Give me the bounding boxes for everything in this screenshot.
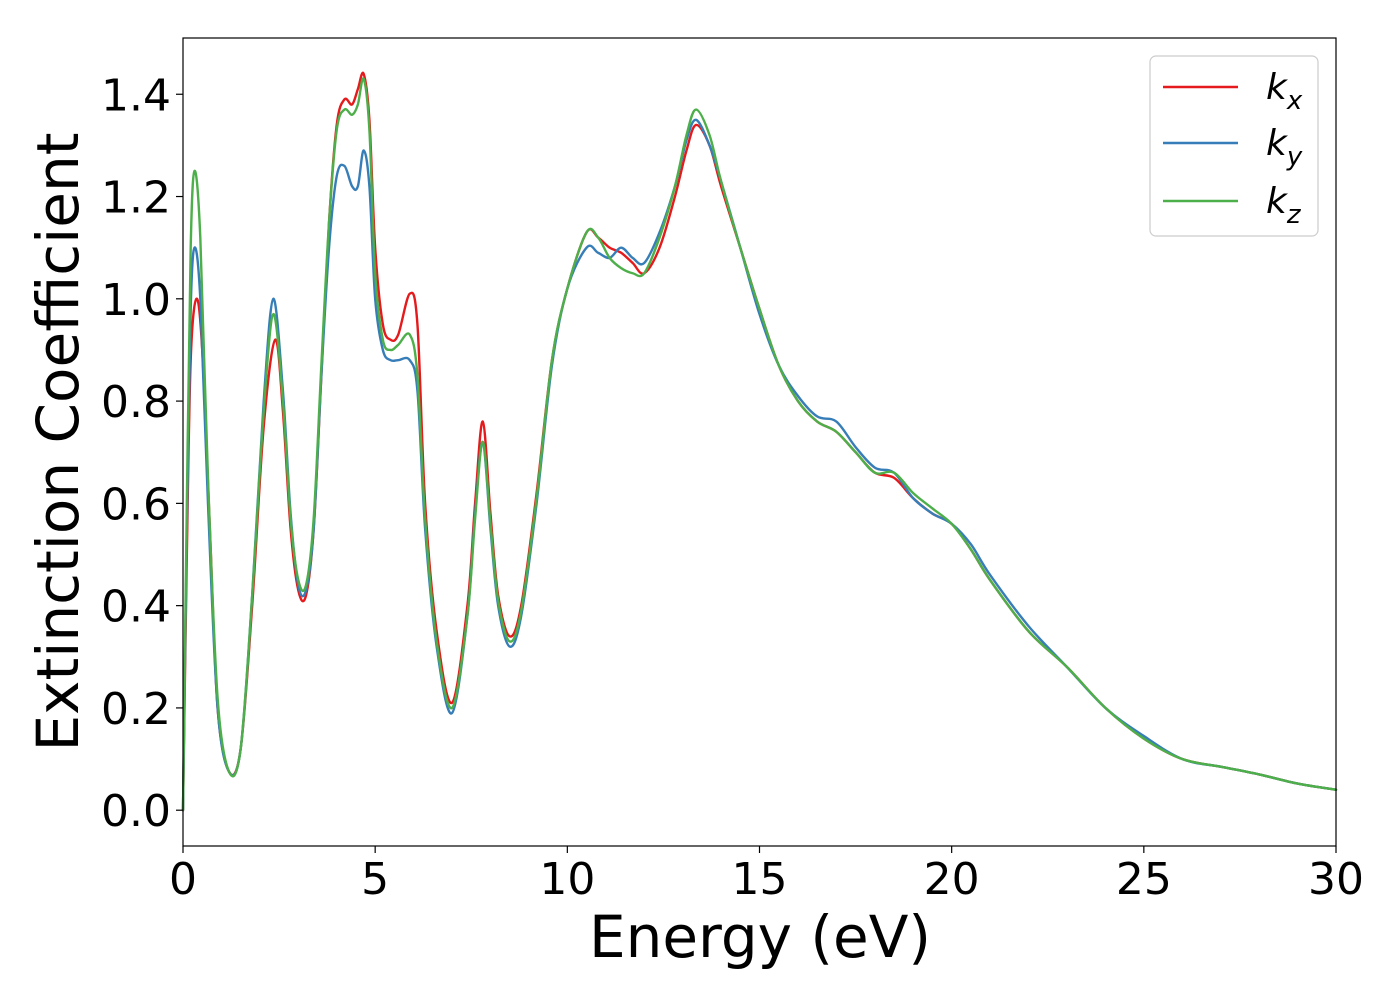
y-tick-label: 0.0	[101, 786, 171, 837]
y-axis: 0.0 0.2 0.4 0.6 0.8 1.0 1.2 1.4	[101, 70, 183, 837]
series-layer	[181, 71, 1338, 812]
series-line-kz	[181, 77, 1338, 812]
x-tick-label: 20	[924, 854, 980, 905]
x-tick-label: 10	[539, 854, 595, 905]
legend-label-kx: kx	[1266, 67, 1303, 116]
x-tick-label: 0	[169, 854, 197, 905]
x-tick-label: 30	[1308, 854, 1364, 905]
y-tick-label: 0.2	[101, 684, 171, 735]
x-tick-label: 25	[1116, 854, 1172, 905]
x-axis-title: Energy (eV)	[589, 903, 931, 971]
x-tick-label: 15	[732, 854, 788, 905]
y-tick-label: 0.6	[101, 479, 171, 530]
legend-label-kz: kz	[1266, 181, 1302, 230]
x-tick-label: 5	[361, 854, 389, 905]
y-tick-label: 0.4	[101, 582, 171, 633]
x-axis: 0 5 10 15 20 25 30	[169, 846, 1364, 905]
legend-label-ky: ky	[1266, 123, 1303, 172]
legend-box	[1149, 55, 1319, 237]
y-tick-label: 0.8	[101, 377, 171, 428]
series-line-kx	[181, 71, 1338, 812]
y-tick-label: 1.2	[101, 173, 171, 224]
legend: kx ky kz	[1149, 55, 1319, 237]
y-tick-label: 1.0	[101, 275, 171, 326]
y-axis-title: Extinction Coefficient	[24, 133, 92, 752]
y-tick-label: 1.4	[101, 70, 171, 121]
